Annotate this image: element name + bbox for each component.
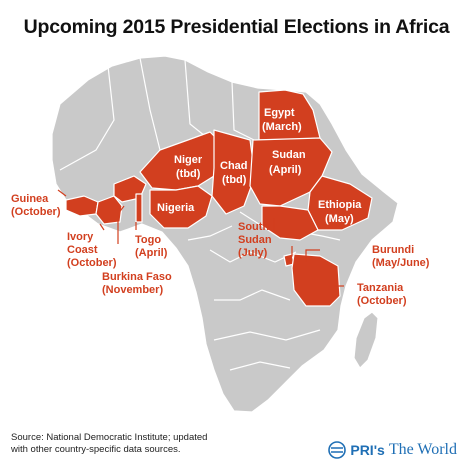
- label-burundi-name: Burundi: [372, 244, 414, 256]
- pri-the-world-logo: PRI's The World: [328, 441, 457, 459]
- source-note: Source: National Democratic Institute; u…: [11, 432, 311, 456]
- map-title: Upcoming 2015 Presidential Elections in …: [23, 16, 450, 38]
- label-burkina-faso-name: Burkina Faso: [102, 271, 172, 283]
- label-ivory-coast-line2: Coast: [67, 244, 98, 256]
- label-sudan-name: Sudan: [272, 149, 306, 161]
- label-tanzania-name: Tanzania: [357, 282, 404, 294]
- togo-shape: [135, 193, 143, 223]
- madagascar: [353, 311, 379, 369]
- label-burkina-faso-date: (November): [102, 284, 163, 296]
- source-line-2: with other country-specific data sources…: [11, 444, 181, 455]
- label-togo-name: Togo: [135, 234, 161, 246]
- label-burundi-date: (May/June): [372, 257, 430, 269]
- pri-logo-icon: [328, 441, 347, 459]
- tanzania-shape: [291, 253, 341, 307]
- logo-brand: PRI's: [350, 442, 385, 458]
- label-egypt-name: Egypt: [264, 107, 295, 119]
- label-ethiopia-name: Ethiopia: [318, 199, 362, 211]
- label-niger-date: (tbd): [176, 168, 201, 180]
- logo-name: The World: [388, 441, 457, 458]
- label-south-sudan-line1: South: [238, 221, 269, 233]
- leader-lines: [57, 189, 344, 287]
- nigeria-shape: [149, 185, 213, 229]
- chad-shape: [211, 129, 256, 215]
- africa-landmass: [51, 55, 399, 413]
- label-ivory-coast-line1: Ivory: [67, 231, 94, 243]
- label-chad-date: (tbd): [222, 174, 247, 186]
- label-guinea-date: (October): [11, 206, 61, 218]
- label-togo-date: (April): [135, 247, 168, 259]
- label-tanzania-date: (October): [357, 295, 407, 307]
- ethiopia-shape: [307, 175, 373, 231]
- label-south-sudan-date: (July): [238, 247, 268, 259]
- label-ethiopia-date: (May): [325, 213, 354, 225]
- niger-shape: [139, 131, 223, 191]
- label-south-sudan-line2: Sudan: [238, 234, 272, 246]
- south-sudan-shape: [261, 205, 319, 241]
- label-guinea-name: Guinea: [11, 193, 49, 205]
- label-egypt-date: (March): [262, 121, 302, 133]
- label-nigeria-name: Nigeria: [157, 202, 195, 214]
- label-sudan-date: (April): [269, 164, 302, 176]
- label-chad-name: Chad: [220, 160, 248, 172]
- source-line-1: Source: National Democratic Institute; u…: [11, 432, 208, 443]
- label-niger-name: Niger: [174, 154, 203, 166]
- label-ivory-coast-date: (October): [67, 257, 117, 269]
